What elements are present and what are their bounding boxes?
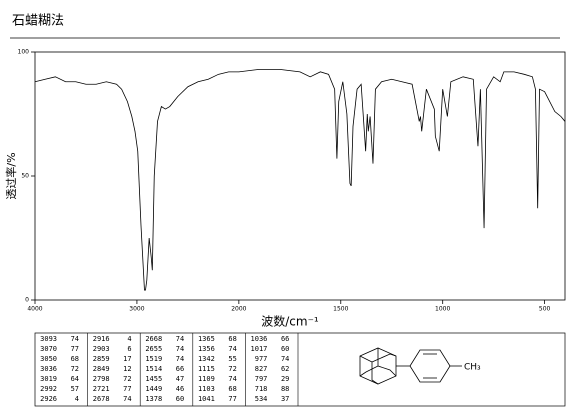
peak-wavenumber: 534 (255, 395, 268, 403)
peak-transmittance: 6 (127, 345, 131, 353)
x-tick-label: 2000 (231, 306, 246, 313)
peak-transmittance: 55 (228, 355, 236, 363)
peak-transmittance: 66 (176, 365, 184, 373)
peak-transmittance: 72 (71, 365, 79, 373)
peak-transmittance: 68 (71, 355, 79, 363)
benzene-ring (409, 349, 451, 383)
peak-transmittance: 74 (123, 395, 131, 403)
peak-wavenumber: 2926 (40, 395, 57, 403)
peak-transmittance: 74 (71, 335, 79, 343)
structure-label: CH₃ (464, 363, 481, 373)
peak-wavenumber: 1449 (145, 385, 162, 393)
peak-wavenumber: 1378 (145, 395, 162, 403)
plot-frame (34, 51, 566, 301)
peak-wavenumber: 718 (255, 385, 268, 393)
y-tick-label: 50 (21, 173, 29, 180)
peak-transmittance: 46 (176, 385, 184, 393)
peak-transmittance: 74 (176, 335, 184, 343)
peak-transmittance: 77 (228, 395, 236, 403)
peak-transmittance: 77 (123, 385, 131, 393)
peak-transmittance: 57 (71, 385, 79, 393)
peak-wavenumber: 1519 (145, 355, 162, 363)
peak-wavenumber: 3036 (40, 365, 57, 373)
peak-transmittance: 29 (281, 375, 289, 383)
peak-transmittance: 12 (123, 365, 131, 373)
peak-wavenumber: 1365 (198, 335, 215, 343)
peak-wavenumber: 2678 (93, 395, 110, 403)
peak-transmittance: 37 (281, 395, 289, 403)
peak-transmittance: 77 (71, 345, 79, 353)
peak-transmittance: 68 (228, 335, 236, 343)
y-tick-label: 100 (18, 49, 30, 56)
peak-wavenumber: 2655 (145, 345, 162, 353)
peak-wavenumber: 1455 (145, 375, 162, 383)
peak-wavenumber: 3070 (40, 345, 57, 353)
spectrum-line (34, 68, 566, 291)
structure (359, 347, 462, 385)
peak-wavenumber: 2859 (93, 355, 110, 363)
y-tick-label: 0 (25, 297, 29, 304)
peak-wavenumber: 1036 (251, 335, 268, 343)
peak-wavenumber: 2721 (93, 385, 110, 393)
peak-transmittance: 68 (228, 385, 236, 393)
peak-table-frame (34, 332, 566, 407)
x-axis-label: 波数/cm⁻¹ (261, 314, 319, 329)
adamantane-bond (371, 353, 397, 363)
peak-wavenumber: 2992 (40, 385, 57, 393)
peak-wavenumber: 977 (255, 355, 268, 363)
peak-wavenumber: 1041 (198, 395, 215, 403)
peak-transmittance: 60 (281, 345, 289, 353)
peak-transmittance: 47 (176, 375, 184, 383)
peak-wavenumber: 3093 (40, 335, 57, 343)
peak-transmittance: 72 (228, 365, 236, 373)
peak-transmittance: 74 (281, 355, 289, 363)
peak-transmittance: 66 (281, 335, 289, 343)
peak-transmittance: 88 (281, 385, 289, 393)
peak-transmittance: 74 (228, 375, 236, 383)
peak-wavenumber: 1017 (251, 345, 268, 353)
peak-wavenumber: 1356 (198, 345, 215, 353)
peak-transmittance: 62 (281, 365, 289, 373)
peak-wavenumber: 3050 (40, 355, 57, 363)
x-tick-label: 500 (539, 306, 551, 313)
peak-wavenumber: 1103 (198, 385, 215, 393)
adamantane-bond (359, 348, 379, 377)
y-axis-label: 透过率/% (4, 152, 18, 199)
adamantane-bond (377, 365, 397, 377)
peak-wavenumber: 2916 (93, 335, 110, 343)
peak-transmittance: 64 (71, 375, 79, 383)
peak-wavenumber: 2849 (93, 365, 110, 373)
peak-transmittance: 74 (228, 345, 236, 353)
peak-wavenumber: 2903 (93, 345, 110, 353)
peak-wavenumber: 3019 (40, 375, 57, 383)
peak-wavenumber: 797 (255, 375, 268, 383)
x-tick-label: 1500 (333, 306, 348, 313)
peak-transmittance: 74 (176, 355, 184, 363)
peak-wavenumber: 1514 (145, 365, 162, 373)
peak-transmittance: 17 (123, 355, 131, 363)
adamantane-bond (359, 355, 379, 385)
peak-transmittance: 4 (75, 395, 79, 403)
peak-wavenumber: 2668 (145, 335, 162, 343)
peak-transmittance: 60 (176, 395, 184, 403)
peak-transmittance: 72 (123, 375, 131, 383)
peak-wavenumber: 1115 (198, 365, 215, 373)
x-tick-label: 3000 (129, 306, 144, 313)
peak-wavenumber: 1109 (198, 375, 215, 383)
peak-wavenumber: 827 (255, 365, 268, 373)
x-tick-label: 1000 (435, 306, 450, 313)
peak-transmittance: 74 (176, 345, 184, 353)
peak-wavenumber: 2798 (93, 375, 110, 383)
x-tick-label: 4000 (27, 306, 42, 313)
chart-title: 石蜡糊法 (12, 13, 64, 29)
peak-transmittance: 4 (127, 335, 131, 343)
peak-wavenumber: 1342 (198, 355, 215, 363)
